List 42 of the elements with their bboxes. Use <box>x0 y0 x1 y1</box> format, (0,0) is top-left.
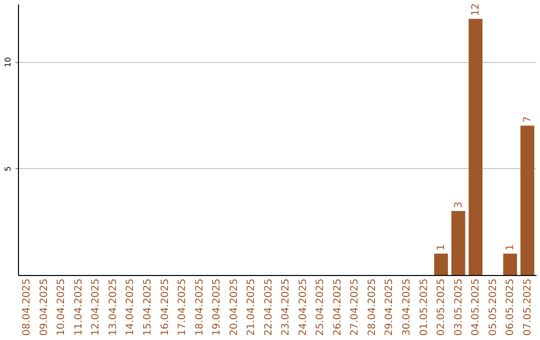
x-tick-label: 01.05.2025 <box>418 278 430 336</box>
x-tick-label: 26.04.2025 <box>332 278 344 336</box>
x-tick-label: 06.05.2025 <box>505 278 516 336</box>
x-tick-label: 18.04.2025 <box>194 278 206 336</box>
bar <box>468 18 482 275</box>
y-tick-label: 5 <box>4 166 12 172</box>
x-tick-label: 05.05.2025 <box>488 278 499 336</box>
bar <box>503 254 518 275</box>
x-tick-label: 11.04.2025 <box>73 278 84 336</box>
x-tick-label: 29.04.2025 <box>384 278 396 336</box>
x-tick-label: 09.04.2025 <box>38 278 50 336</box>
x-tick-label: 28.04.2025 <box>366 278 378 336</box>
bar <box>451 210 466 275</box>
data-label: 3 <box>453 202 464 208</box>
x-tick-label: 21.04.2025 <box>246 278 258 336</box>
x-tick-label: 27.04.2025 <box>350 278 361 336</box>
x-tick-label: 20.04.2025 <box>228 278 240 336</box>
x-tick-label: 04.05.2025 <box>470 278 482 336</box>
x-tick-label: 30.04.2025 <box>402 278 412 336</box>
x-tick-label: 24.04.2025 <box>298 278 309 336</box>
x-tick-label: 13.04.2025 <box>108 278 119 336</box>
x-tick-label: 08.04.2025 <box>22 278 33 336</box>
x-tick-label: 07.05.2025 <box>522 278 534 336</box>
x-tick-label: 19.04.2025 <box>212 278 223 336</box>
x-tick-label: 15.04.2025 <box>142 278 154 336</box>
bar <box>434 254 448 275</box>
x-tick-label: 02.05.2025 <box>436 278 448 336</box>
bar <box>520 126 534 275</box>
x-tick-label: 17.04.2025 <box>177 278 188 336</box>
y-tick-label: 10 <box>4 57 12 68</box>
data-label: 1 <box>436 244 448 251</box>
x-tick-label: 12.04.2025 <box>90 278 102 336</box>
x-tick-label: 22.04.2025 <box>263 278 274 336</box>
x-tick-label: 23.04.2025 <box>280 278 292 336</box>
x-tick-label: 25.04.2025 <box>315 278 326 336</box>
x-tick-label: 03.05.2025 <box>453 278 464 336</box>
data-label: 7 <box>522 116 534 123</box>
x-tick-label: 16.04.2025 <box>160 278 171 336</box>
data-label: 1 <box>505 244 516 251</box>
x-tick-label: 14.04.2025 <box>125 278 136 336</box>
x-tick-label: 10.04.2025 <box>56 278 68 336</box>
data-label: 12 <box>470 3 482 16</box>
